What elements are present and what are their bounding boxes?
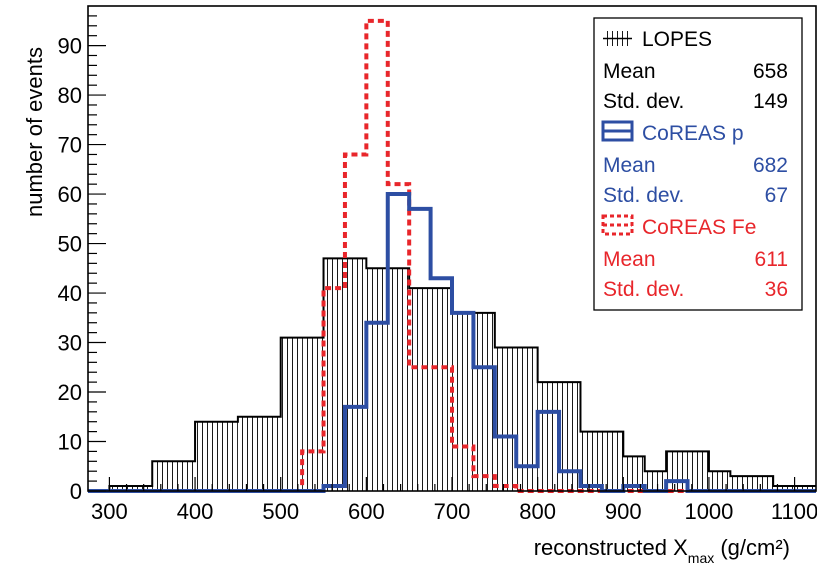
legend-swatch-coreas-p	[601, 120, 634, 142]
legend-box	[593, 17, 803, 311]
y-tick-label: 90	[58, 34, 82, 59]
lopes-bar	[130, 486, 153, 491]
lopes-bar	[430, 288, 452, 491]
lopes-bar	[559, 382, 581, 491]
legend-std-label-lopes: Std. dev.	[603, 90, 684, 113]
lopes-bar	[516, 347, 538, 491]
lopes-bar	[452, 312, 474, 491]
lopes-bar	[173, 461, 196, 491]
x-axis-title: reconstructed Xmax (g/cm²)	[534, 535, 790, 566]
lopes-bar	[366, 268, 388, 491]
lopes-bar	[623, 456, 645, 491]
legend-mean-label-coreas-fe: Mean	[603, 248, 656, 271]
y-tick-label: 50	[58, 232, 82, 257]
legend-label-coreas-fe: CoREAS Fe	[642, 216, 756, 239]
x-axis-title-main: reconstructed X	[534, 535, 688, 560]
lopes-bar	[473, 312, 495, 491]
legend-std-value-lopes: 149	[753, 90, 788, 113]
lopes-bar	[216, 421, 238, 491]
x-tick-label: 500	[262, 499, 299, 524]
y-tick-label: 70	[58, 133, 82, 158]
legend-std-label-coreas-p: Std. dev.	[603, 184, 684, 207]
y-tick-label: 60	[58, 182, 82, 207]
lopes-bar	[344, 258, 367, 491]
y-tick-label: 20	[58, 380, 82, 405]
legend-mean-value-coreas-p: 682	[753, 154, 788, 177]
lopes-bar	[302, 337, 324, 491]
lopes-bar	[494, 347, 517, 491]
x-tick-label: 400	[177, 499, 214, 524]
lopes-bar	[794, 486, 816, 491]
lopes-bar	[109, 486, 131, 491]
lopes-bar	[195, 421, 217, 491]
legend-label-lopes: LOPES	[642, 28, 712, 51]
legend-swatch-lopes	[603, 31, 632, 46]
lopes-bar	[773, 486, 795, 491]
lopes-bar	[601, 431, 624, 491]
y-tick-label: 40	[58, 281, 82, 306]
x-tick-label: 800	[519, 499, 556, 524]
lopes-bar	[708, 471, 731, 491]
x-tick-label: 700	[434, 499, 471, 524]
x-axis-title-unit: (g/cm²)	[714, 535, 790, 560]
y-axis-title: number of events	[22, 47, 47, 217]
x-tick-label: 300	[91, 499, 128, 524]
x-tick-label: 600	[348, 499, 385, 524]
legend-mean-label-coreas-p: Mean	[603, 154, 656, 177]
lopes-bar	[280, 337, 303, 491]
x-tick-label: 900	[605, 499, 642, 524]
y-tick-label: 80	[58, 83, 82, 108]
lopes-bar	[259, 416, 281, 491]
y-tick-label: 10	[58, 430, 82, 455]
lopes-bar	[687, 451, 709, 491]
y-tick-label: 0	[70, 479, 82, 504]
lopes-bar	[237, 416, 260, 491]
lopes-bar	[152, 461, 174, 491]
legend-std-value-coreas-p: 67	[765, 184, 788, 207]
x-tick-label: 1100	[771, 499, 817, 524]
legend-swatch-coreas-fe	[601, 214, 634, 236]
y-tick-label: 30	[58, 331, 82, 356]
lopes-bar	[323, 258, 345, 491]
lopes-bar	[537, 382, 560, 491]
legend: LOPES Mean 658 Std. dev. 149 CoREAS p Me…	[593, 17, 803, 311]
x-tick-label: 1000	[684, 499, 733, 524]
legend-mean-label-lopes: Mean	[603, 60, 656, 83]
x-axis-title-subscript: max	[688, 550, 714, 566]
legend-mean-value-coreas-fe: 611	[755, 248, 788, 271]
lopes-bar	[751, 476, 774, 491]
lopes-bar	[409, 288, 431, 491]
legend-std-label-coreas-fe: Std. dev.	[603, 278, 684, 301]
lopes-bars	[109, 258, 816, 491]
lopes-bar	[666, 451, 688, 491]
lopes-bar	[580, 431, 602, 491]
x-axis-ticks: 300 400 500 600 700 800 900 1000 1100	[91, 477, 817, 524]
lopes-bar	[387, 268, 410, 491]
legend-mean-value-lopes: 658	[753, 60, 788, 83]
lopes-bar	[730, 476, 752, 491]
legend-label-coreas-p: CoREAS p	[642, 122, 744, 145]
legend-std-value-coreas-fe: 36	[765, 278, 788, 301]
lopes-bar	[644, 471, 667, 491]
y-axis-ticks: 0 10 20 30 40 50 60 70 80 90	[58, 15, 106, 504]
